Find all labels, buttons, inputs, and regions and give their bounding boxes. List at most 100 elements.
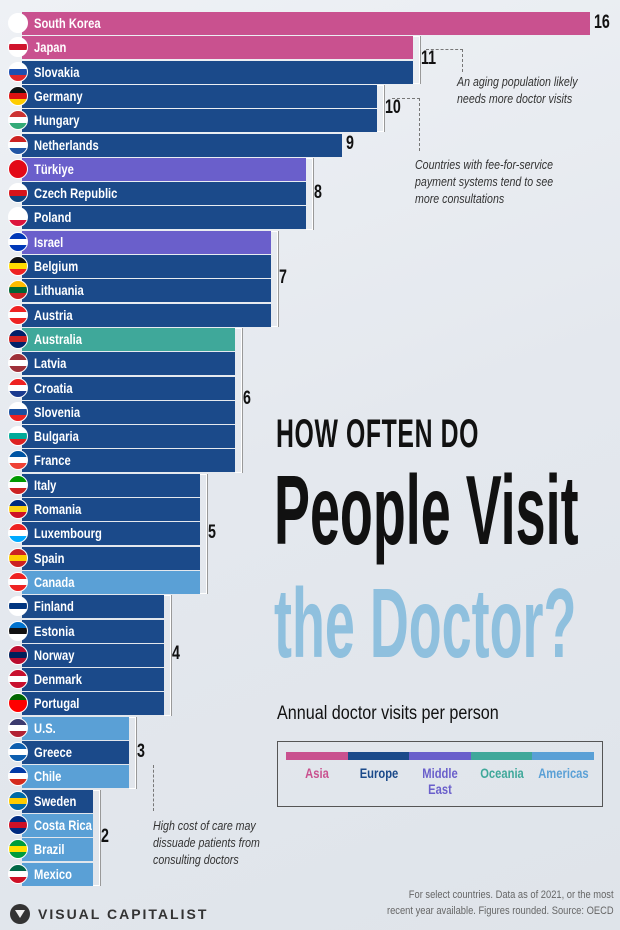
value-label: 4 <box>172 643 180 665</box>
bar-row: South Korea <box>0 12 620 35</box>
country-label: South Korea <box>34 15 101 31</box>
note-line: needs more doctor visits <box>457 92 573 106</box>
group-bracket <box>164 595 171 716</box>
bar-row: Finland <box>0 595 620 619</box>
bar-row: Austria <box>0 303 620 327</box>
sweden-flag-icon <box>8 790 28 811</box>
country-label: Estonia <box>34 622 75 639</box>
note-line: consulting doctors <box>153 853 239 867</box>
bar-row: Chile <box>0 765 620 789</box>
legend-label: Europe <box>354 765 404 781</box>
t-rkiye-flag-icon <box>8 158 28 179</box>
bar-row: Hungary <box>0 109 620 133</box>
legend-swatch <box>532 752 594 760</box>
netherlands-flag-icon <box>8 134 28 155</box>
group-bracket <box>199 473 207 595</box>
note-line: payment systems tend to see <box>415 175 554 189</box>
bar-row: Netherlands <box>0 133 620 157</box>
bar <box>22 279 271 303</box>
croatia-flag-icon <box>8 377 28 398</box>
bar <box>22 473 200 497</box>
bar <box>22 303 271 327</box>
country-label: Costa Rica <box>34 816 92 833</box>
country-label: Finland <box>34 598 74 615</box>
bar <box>22 619 164 643</box>
annotation-leader <box>153 765 154 811</box>
lithuania-flag-icon <box>8 280 28 301</box>
brazil-flag-icon <box>8 839 28 860</box>
logo-icon <box>10 904 30 924</box>
country-label: Sweden <box>34 792 77 809</box>
bar <box>22 498 200 521</box>
bar <box>22 668 164 692</box>
country-label: France <box>34 452 71 469</box>
note-line: dissuade patients from <box>153 836 260 850</box>
bar <box>22 376 235 400</box>
country-label: Spain <box>34 549 65 566</box>
italy-flag-icon <box>8 474 28 495</box>
title-line-2: People Visit <box>274 455 579 565</box>
legend-item: Europe <box>347 752 410 781</box>
source-note: For select countries. Data as of 2021, o… <box>387 887 614 919</box>
south-korea-flag-icon <box>8 13 28 33</box>
value-label: 7 <box>278 266 287 288</box>
value-label: 6 <box>243 388 251 410</box>
country-label: Greece <box>34 744 72 760</box>
country-label: Netherlands <box>34 136 99 153</box>
bar-row: Portugal <box>0 692 620 716</box>
costa-rica-flag-icon <box>8 814 28 835</box>
bar <box>22 400 235 424</box>
country-label: Latvia <box>34 355 67 372</box>
annotation-leader <box>426 49 463 72</box>
legend-swatch <box>409 752 471 760</box>
country-label: Israel <box>34 233 64 250</box>
bar <box>22 109 377 133</box>
bar <box>22 522 200 546</box>
bar <box>22 789 93 813</box>
note-line: High cost of care may <box>153 819 256 833</box>
country-label: Italy <box>34 476 57 493</box>
country-label: Mexico <box>34 865 72 882</box>
bar <box>22 230 271 254</box>
country-label: Chile <box>34 768 62 785</box>
note-line: An aging population likely <box>457 75 578 89</box>
value-label: 8 <box>314 181 322 203</box>
bar-row: Italy <box>0 473 620 497</box>
denmark-flag-icon <box>8 669 28 690</box>
legend-label-line: Europe <box>359 765 398 781</box>
bar-row: Costa Rica <box>0 813 620 837</box>
legend-item: Oceania <box>470 752 533 781</box>
bar <box>22 862 93 886</box>
bar <box>22 765 129 789</box>
country-label: Canada <box>34 573 75 590</box>
bar-row: Germany <box>0 84 620 108</box>
israel-flag-icon <box>8 231 28 252</box>
country-label: Germany <box>34 87 83 104</box>
belgium-flag-icon <box>8 256 28 276</box>
bar-row: Japan <box>0 36 620 60</box>
legend-label: Americas <box>538 765 588 781</box>
bar <box>22 813 93 837</box>
bar <box>22 157 306 181</box>
country-label: Brazil <box>34 841 65 858</box>
annotation-fee: Countries with fee-for-service payment sy… <box>415 157 553 208</box>
country-label: Czech Republic <box>34 185 118 202</box>
bar <box>22 255 271 278</box>
poland-flag-icon <box>8 207 28 228</box>
legend-label-line: East <box>428 781 452 797</box>
bar <box>22 206 306 230</box>
brand-name: VISUAL CAPITALIST <box>38 906 209 922</box>
bar-row: Greece <box>0 741 620 764</box>
estonia-flag-icon <box>8 620 28 641</box>
group-bracket <box>128 716 136 789</box>
country-label: Norway <box>34 646 75 663</box>
title-line-3: the Doctor? <box>274 568 577 678</box>
bar-row: Canada <box>0 570 620 594</box>
legend-item: Middle East <box>409 752 471 797</box>
legend-label-line: Middle <box>422 765 458 781</box>
value-label: 2 <box>101 825 109 847</box>
bar-row: France <box>0 449 620 473</box>
bar-row: Denmark <box>0 668 620 692</box>
spain-flag-icon <box>8 547 28 568</box>
country-label: Japan <box>34 39 67 56</box>
